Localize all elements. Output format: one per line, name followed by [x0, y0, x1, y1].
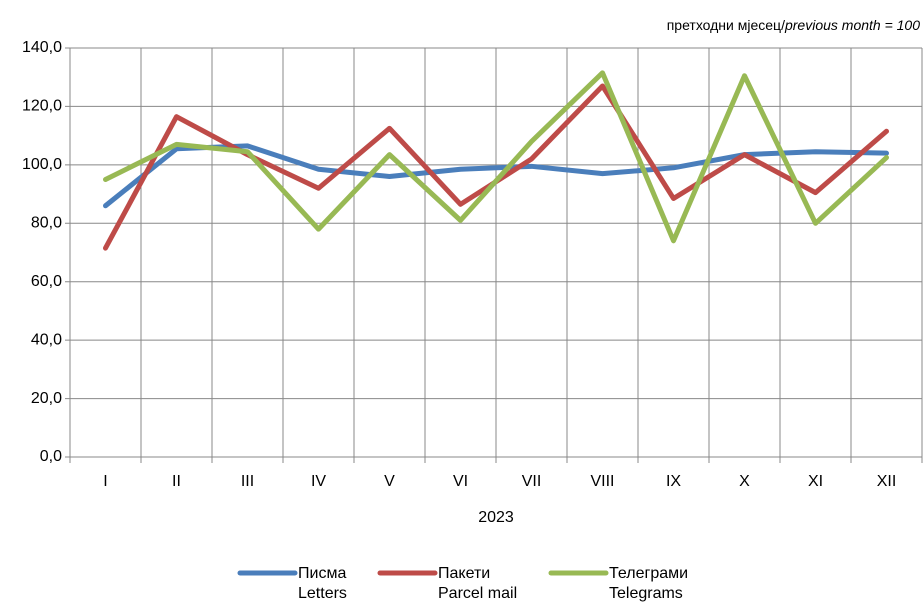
x-tick-label: I: [103, 473, 107, 490]
x-tick-label: VIII: [590, 473, 614, 490]
note-italic: previous month = 100: [784, 17, 920, 33]
legend-label: Пакети: [438, 565, 490, 582]
x-tick-label: X: [739, 473, 750, 490]
x-tick-label: XII: [877, 473, 897, 490]
legend-label-en: Letters: [298, 585, 347, 602]
y-tick-label: 80,0: [31, 215, 62, 232]
x-tick-label: IV: [311, 473, 326, 490]
note-text: претходни мјесец/: [667, 17, 785, 33]
y-tick-label: 60,0: [31, 273, 62, 290]
note: претходни мјесец/previous month = 100: [667, 17, 920, 33]
legend-label: Писма: [298, 565, 346, 582]
y-tick-label: 140,0: [22, 39, 62, 56]
x-tick-label: V: [384, 473, 395, 490]
x-tick-label: II: [172, 473, 181, 490]
y-tick-label: 120,0: [22, 98, 62, 115]
x-tick-label: XI: [808, 473, 823, 490]
series-line: [103, 70, 889, 244]
legend-label-en: Parcel mail: [438, 585, 517, 602]
x-tick-label: IX: [666, 473, 681, 490]
x-axis-label: 2023: [478, 509, 514, 526]
x-tick-label: VI: [453, 473, 468, 490]
y-tick-label: 100,0: [22, 156, 62, 173]
y-tick-label: 40,0: [31, 331, 62, 348]
x-tick-label: III: [241, 473, 254, 490]
y-tick-label: 20,0: [31, 390, 62, 407]
x-tick-label: VII: [522, 473, 542, 490]
legend-label-en: Telegrams: [609, 585, 683, 602]
y-tick-label: 0,0: [40, 448, 62, 465]
legend-label: Телеграми: [609, 565, 688, 582]
